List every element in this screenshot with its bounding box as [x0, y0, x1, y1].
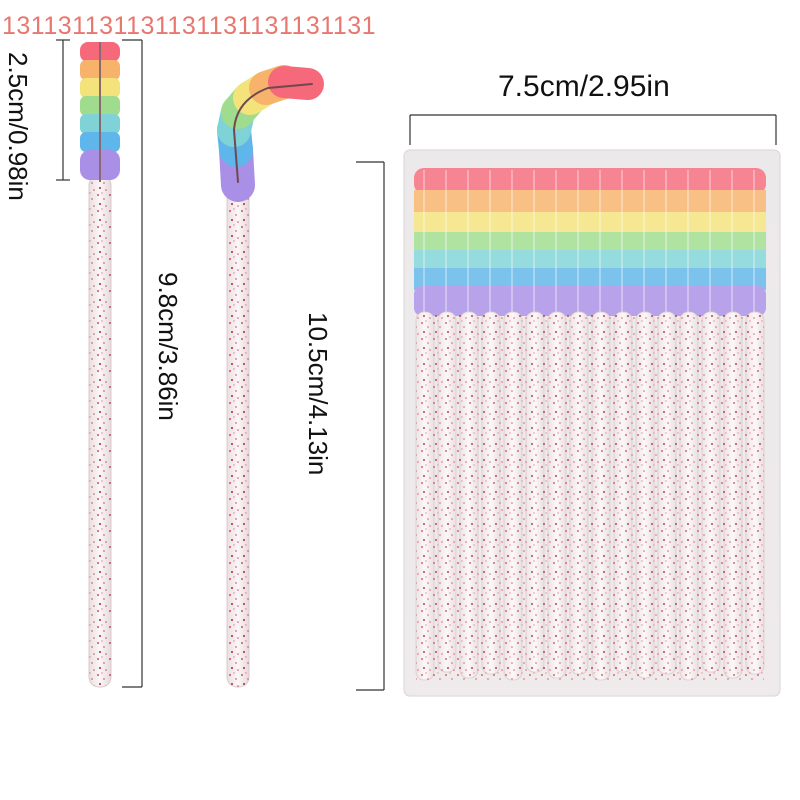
watermark-text: 131131131131131131131131131 — [2, 12, 377, 40]
pack-width-label: 7.5cm/2.95in — [498, 70, 670, 103]
measure-wand-length — [122, 39, 143, 688]
straight-brush-head — [80, 42, 120, 182]
straight-mascara-wand — [80, 42, 120, 688]
packaged-wands — [414, 168, 766, 681]
wand-length-label: 9.8cm/3.86in — [153, 272, 183, 421]
measure-pack-height — [356, 161, 385, 691]
brush-package — [403, 149, 781, 697]
bent-mascara-wand — [217, 65, 324, 688]
pack-height-label: 10.5cm/4.13in — [303, 312, 333, 476]
measure-pack-width — [409, 114, 777, 145]
bent-brush-head — [217, 65, 324, 202]
brush-head-length-label: 2.5cm/0.98in — [3, 52, 33, 201]
measure-brush-head — [56, 39, 70, 181]
